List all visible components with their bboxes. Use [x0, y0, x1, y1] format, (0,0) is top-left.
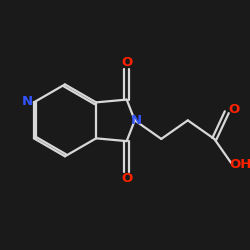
Text: N: N: [22, 95, 33, 108]
Text: O: O: [121, 172, 132, 185]
Text: OH: OH: [230, 158, 250, 172]
Text: N: N: [130, 114, 141, 127]
Text: O: O: [228, 103, 239, 116]
Text: O: O: [121, 56, 132, 69]
